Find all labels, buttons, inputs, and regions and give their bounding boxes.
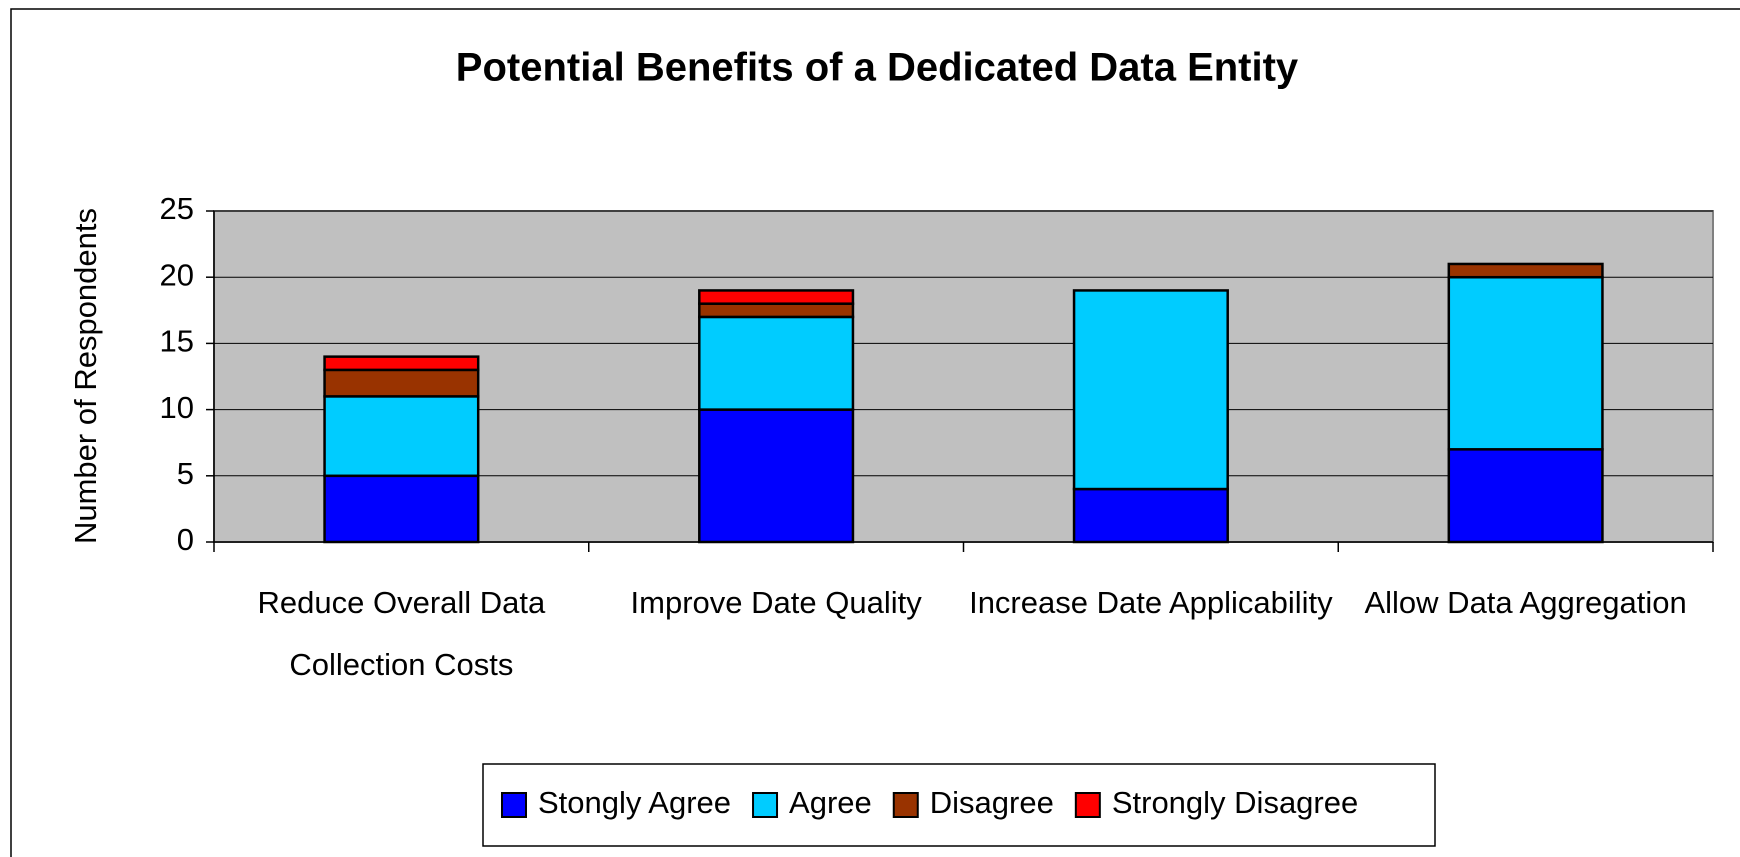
chart-title: Potential Benefits of a Dedicated Data E… [456, 46, 1299, 90]
x-tick-label: Increase Date Applicability [969, 585, 1333, 620]
legend-swatch [892, 792, 919, 818]
y-tick-label: 0 [177, 522, 194, 557]
bar-segment [1072, 289, 1229, 491]
bar-segment [1447, 448, 1604, 544]
legend-swatch [1074, 792, 1101, 818]
bar-segment [698, 315, 855, 411]
legend-label: Stongly Agree [538, 785, 731, 820]
x-tick-label: Allow Data Aggregation [1364, 585, 1687, 620]
bar-segment [323, 474, 480, 544]
bar-segment [1072, 487, 1229, 544]
bar-segment [698, 302, 855, 319]
y-tick-label: 25 [160, 191, 194, 226]
bar-segment [323, 368, 480, 398]
y-tick-label: 5 [177, 456, 194, 491]
y-tick-label: 20 [160, 257, 194, 292]
bar-segment [698, 408, 855, 544]
legend-label: Strongly Disagree [1112, 785, 1358, 820]
legend-swatch [752, 792, 779, 818]
bar-segment [323, 395, 480, 478]
bar-segment [698, 289, 855, 305]
x-tick-label: Reduce Overall Data Collection Costs [257, 585, 546, 682]
legend-swatch [501, 792, 527, 818]
bar-segment [1447, 262, 1604, 279]
bar-segment [323, 355, 480, 372]
y-axis-label: Number of Respondents [68, 208, 103, 544]
y-tick-label: 10 [160, 390, 194, 425]
x-tick-label: Improve Date Quality [630, 585, 922, 620]
y-tick-label: 15 [160, 324, 194, 359]
legend-label: Agree [789, 785, 872, 820]
legend-box [482, 763, 1436, 847]
legend-label: Disagree [930, 785, 1054, 820]
bar-segment [1447, 275, 1604, 451]
